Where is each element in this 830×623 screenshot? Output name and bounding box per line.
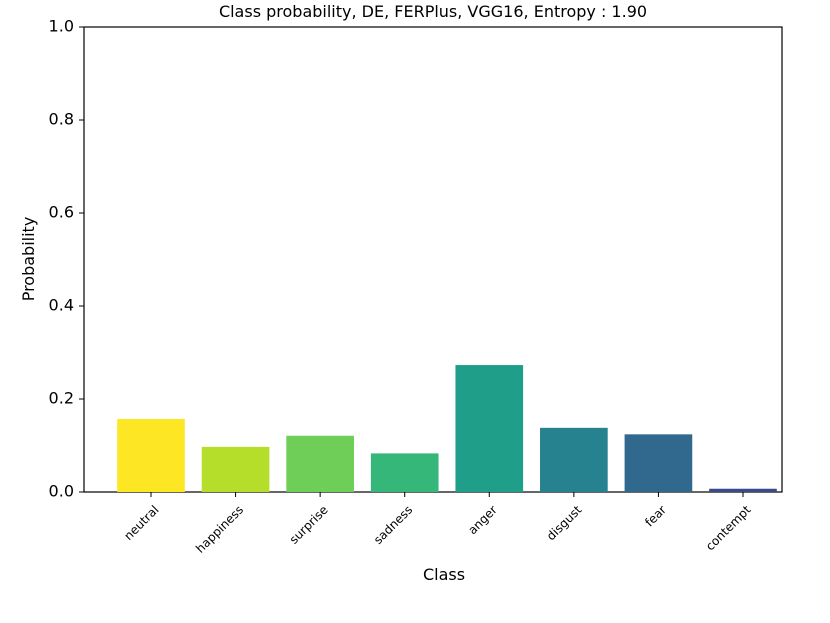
y-tick-label-2: 0.4 [49, 296, 74, 315]
bar-happiness [201, 446, 270, 492]
chart-title: Class probability, DE, FERPlus, VGG16, E… [219, 2, 647, 21]
x-tick-label-surprise: surprise [287, 503, 331, 547]
x-tick-label-neutral: neutral [121, 503, 161, 543]
x-tick-label-sadness: sadness [371, 503, 415, 547]
x-tick-label-disgust: disgust [544, 502, 585, 543]
y-axis-label: Probability [19, 217, 38, 302]
x-tick-label-fear: fear [642, 503, 669, 530]
y-tick-label-5: 1.0 [49, 17, 74, 36]
bar-neutral [117, 419, 185, 492]
bar-disgust [540, 427, 608, 492]
x-tick-label-anger: anger [465, 503, 500, 538]
x-axis-ticks: neutral happiness surprise sadness anger disg… [121, 492, 754, 556]
bar-surprise [286, 435, 354, 492]
x-tick-label-contempt: contempt [703, 502, 754, 553]
y-tick-label-0: 0.0 [49, 482, 74, 501]
y-tick-label-3: 0.6 [49, 203, 74, 222]
bar-fear [624, 434, 693, 492]
bar-contempt [709, 488, 777, 492]
bar-sadness [370, 453, 439, 492]
plot-area-frame [83, 26, 783, 493]
x-axis-label: Class [423, 565, 465, 584]
y-axis-ticks: 0.0 0.2 0.4 0.6 0.8 1.0 [49, 17, 84, 501]
y-tick-label-4: 0.8 [49, 110, 74, 129]
y-tick-label-1: 0.2 [49, 389, 74, 408]
x-tick-label-happiness: happiness [193, 503, 246, 556]
bars-group [117, 365, 777, 492]
bar-anger [455, 365, 524, 492]
